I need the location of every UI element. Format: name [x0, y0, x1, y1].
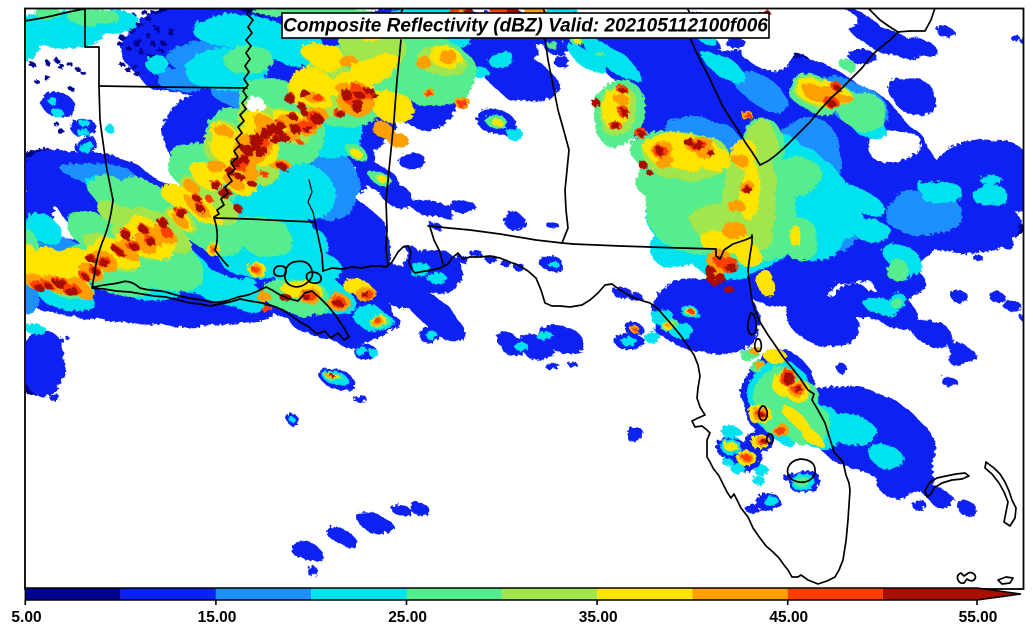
svg-text:Composite Reflectivity (dBZ) V: Composite Reflectivity (dBZ) Valid: 2021…: [283, 16, 768, 37]
svg-text:15.00: 15.00: [198, 609, 237, 626]
svg-text:35.00: 35.00: [579, 609, 618, 626]
svg-text:5.00: 5.00: [11, 609, 41, 626]
svg-text:45.00: 45.00: [769, 609, 808, 626]
svg-text:25.00: 25.00: [388, 609, 427, 626]
svg-text:55.00: 55.00: [959, 609, 998, 626]
